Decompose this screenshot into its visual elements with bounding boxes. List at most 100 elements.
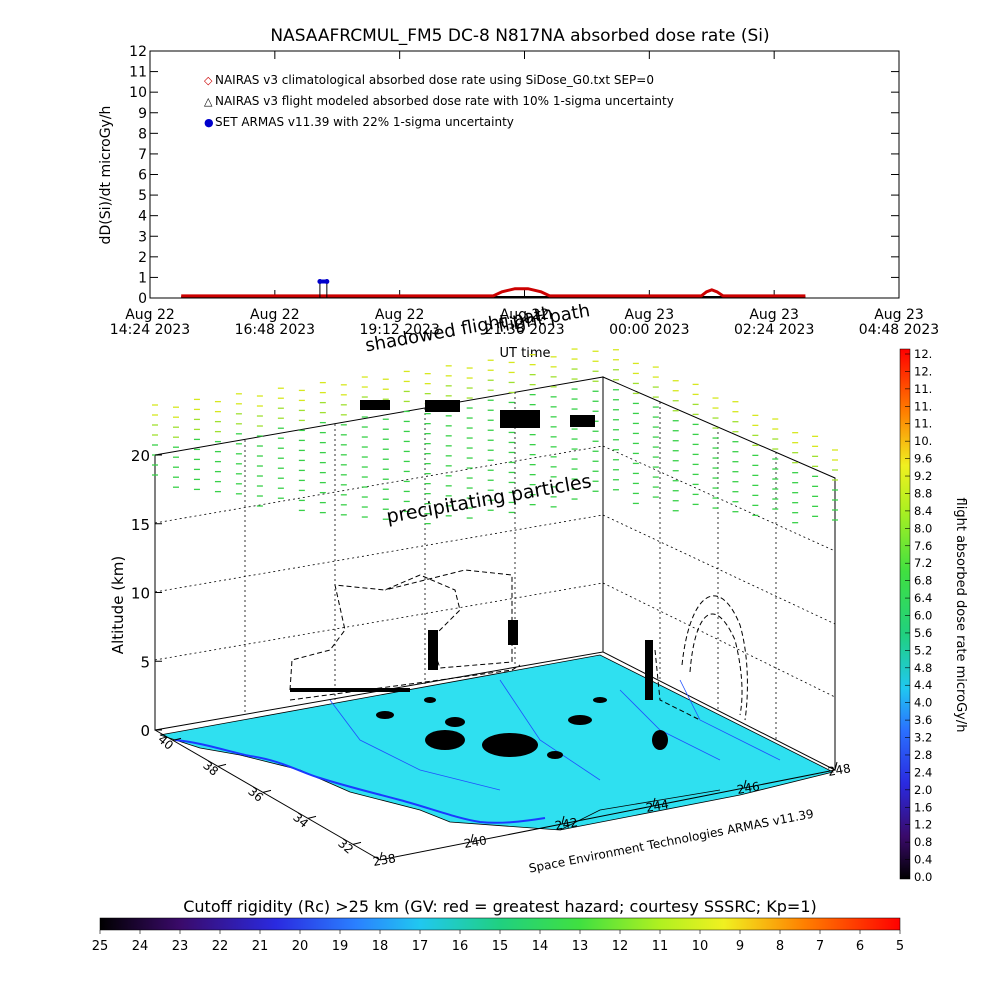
y-tick-label: 8 [138, 126, 147, 142]
y-tick-label: 3 [138, 229, 147, 245]
x-axis-label: UT time [500, 346, 551, 361]
longitude-tick-label: 246 [736, 779, 761, 797]
rigidity-colorbar-tick-label: 10 [692, 939, 709, 954]
legend-marker: ● [204, 116, 214, 129]
y-tick-label: 12 [129, 44, 147, 60]
dose-colorbar-tick-label: 2.8 [914, 748, 932, 762]
ground-shadow-blobs [376, 697, 668, 759]
dose-colorbar-tick-label: 11. [914, 417, 932, 431]
rigidity-colorbar-tick-label: 8 [776, 939, 784, 954]
chart-title: NASAAFRCMUL_FM5 DC-8 N817NA absorbed dos… [270, 26, 769, 46]
longitude-tick [379, 851, 383, 861]
x-tick-label-time: 16:48 2023 [235, 322, 315, 338]
rigidity-colorbar-tick-label: 19 [332, 939, 349, 954]
y-tick-label: 1 [138, 270, 147, 286]
longitude-tick-label: 248 [827, 761, 852, 779]
x-tick-label-date: Aug 22 [500, 307, 550, 323]
dose-colorbar: 0.0 0.4 0.8 1.2 1.6 2.0 2.4 2.8 3.2 3.6 4.0 4.4 4.8 5… [899, 347, 968, 884]
x-tick-label-date: Aug 22 [125, 307, 175, 323]
legend-marker: ◇ [204, 74, 213, 87]
annotation-precip: precipitating particles [385, 470, 593, 528]
dose-colorbar-tick-label: 0.8 [914, 835, 932, 849]
altitude-tick-label: 5 [140, 653, 150, 671]
dose-colorbar-tick-label: 3.2 [914, 731, 932, 745]
latitude-tick [217, 763, 227, 767]
rigidity-colorbar-tick-label: 23 [172, 939, 189, 954]
x-tick-label-time: 04:48 2023 [859, 322, 939, 338]
series-nairas-climatological-line [181, 287, 806, 298]
dose-colorbar-ramp [899, 348, 911, 880]
rigidity-colorbar-tick-label: 17 [412, 939, 429, 954]
rigidity-colorbar-tick-label: 13 [572, 939, 589, 954]
x-tick-label-time: 19:12 2023 [359, 322, 439, 338]
dose-colorbar-tick-label: 6.8 [914, 574, 932, 588]
x-tick-label-date: Aug 23 [749, 307, 799, 323]
dose-colorbar-tick-label: 0.0 [914, 870, 932, 884]
longitude-tick [652, 797, 656, 807]
x-tick-label-date: Aug 23 [874, 307, 924, 323]
dose-colorbar-tick-label: 8.4 [914, 504, 932, 518]
dose-colorbar-tick-label: 1.2 [914, 818, 932, 832]
dose-colorbar-tick-label: 5.6 [914, 626, 932, 640]
altitude-tick-label: 20 [131, 447, 150, 465]
dose-colorbar-tick-label: 4.4 [914, 678, 932, 692]
dose-colorbar-tick-label: 11. [914, 382, 932, 396]
latitude-tick-label: 34 [290, 810, 311, 831]
legend-marker: △ [204, 95, 213, 108]
rigidity-colorbar-tick-label: 18 [372, 939, 389, 954]
y-tick-label: 2 [138, 250, 147, 266]
altitude-label: Altitude (km) [109, 556, 127, 654]
x-tick-label-time: 02:24 2023 [734, 322, 814, 338]
x-tick-label-time: 14:24 2023 [110, 322, 190, 338]
y-tick-label: 5 [138, 188, 147, 204]
dose-colorbar-tick-label: 4.0 [914, 696, 932, 710]
series-armas-point [324, 279, 330, 285]
x-tick-label-date: Aug 23 [625, 307, 675, 323]
dose-colorbar-tick-label: 0.4 [914, 853, 932, 867]
altitude-tick-label: 10 [131, 585, 150, 603]
dose-colorbar-tick-label: 7.2 [914, 556, 932, 570]
longitude-tick-label: 242 [554, 815, 579, 833]
dose-colorbar-tick-label: 8.0 [914, 521, 932, 535]
rigidity-colorbar-tick-label: 21 [252, 939, 269, 954]
legend-text: NAIRAS v3 climatological absorbed dose r… [215, 73, 654, 87]
rigidity-colorbar-ticks: 25 24 23 22 21 20 19 18 17 16 15 14 13 12 11 10 9 8 7 6 5 [92, 930, 904, 954]
latitude-tick [262, 789, 272, 793]
rigidity-colorbar-tick-label: 22 [212, 939, 229, 954]
dose-colorbar-tick-label: 12. [914, 364, 932, 378]
rigidity-colorbar-ramp [99, 917, 901, 931]
dose-colorbar-tick-label: 4.8 [914, 661, 932, 675]
latitude-tick-label: 38 [200, 758, 221, 779]
precipitating-particles [152, 348, 838, 525]
series-armas-point [317, 279, 323, 285]
coastline [174, 739, 546, 824]
dose-colorbar-tick-label: 12. [914, 347, 932, 361]
top-chart: NASAAFRCMUL_FM5 DC-8 N817NA absorbed dos… [98, 26, 939, 361]
y-tick-label: 4 [138, 209, 147, 225]
longitude-tick [561, 815, 565, 825]
latitude-tick-label: 32 [335, 836, 356, 857]
x-tick-label-date: Aug 22 [375, 307, 425, 323]
dose-colorbar-label: flight absorbed dose rate microGy/h [953, 498, 968, 733]
dose-colorbar-tick-label: 6.0 [914, 609, 932, 623]
longitude-tick [470, 833, 474, 843]
rigidity-colorbar-tick-label: 16 [452, 939, 469, 954]
longitude-tick-label: 244 [645, 797, 670, 815]
rigidity-colorbar-tick-label: 14 [532, 939, 549, 954]
latitude-tick-label: 36 [245, 784, 266, 805]
y-tick-label: 7 [138, 147, 147, 163]
altitude-tick-label: 0 [140, 722, 150, 740]
altitude-axis: 0 5 10 15 20 [131, 447, 162, 740]
dose-colorbar-tick-label: 9.2 [914, 469, 932, 483]
rigidity-colorbar-tick-label: 25 [92, 939, 109, 954]
rigidity-colorbar-tick-label: 12 [612, 939, 629, 954]
dose-colorbar-tick-label: 6.4 [914, 591, 932, 605]
flight-path-marks [290, 400, 653, 700]
x-tick-label-time: 21:36 2023 [484, 322, 564, 338]
longitude-tick-label: 238 [372, 851, 397, 869]
rigidity-colorbar-tick-label: 11 [652, 939, 669, 954]
dose-colorbar-tick-label: 3.6 [914, 713, 932, 727]
rigidity-colorbar-tick-label: 7 [816, 939, 824, 954]
